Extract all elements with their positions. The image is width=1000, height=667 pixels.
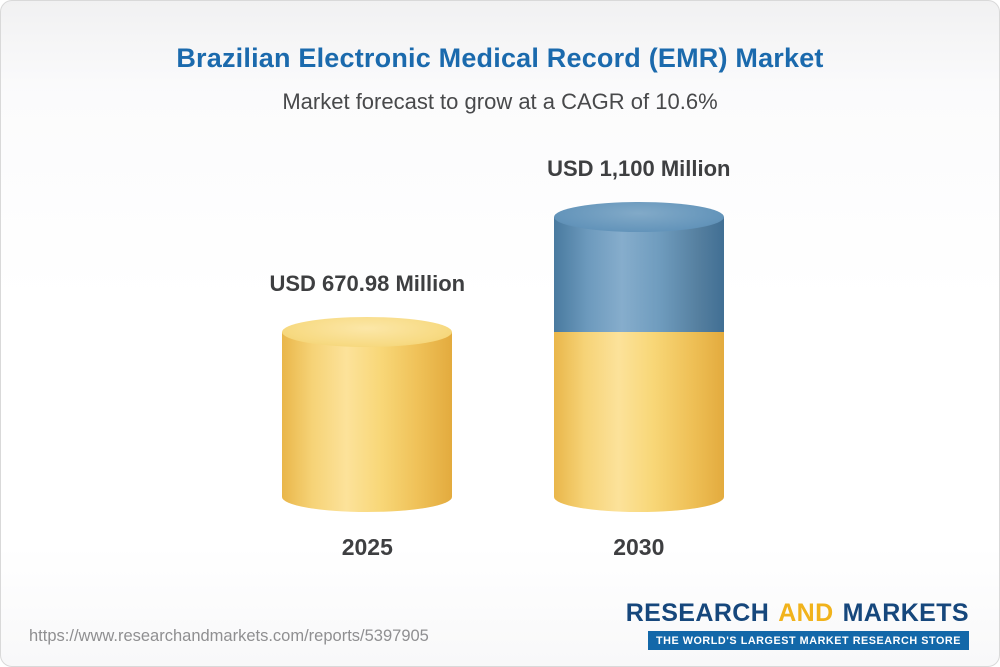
bar-group-2030: USD 1,100 Million 2030: [547, 156, 730, 561]
value-label-2025: USD 670.98 Million: [269, 271, 466, 296]
bar-2030-segment-blue: [553, 202, 724, 332]
bar-group-2025: USD 670.98 Million 2025: [269, 271, 465, 561]
cylinder-body: [553, 217, 724, 332]
category-label-2025: 2025: [341, 534, 393, 560]
cylinder-2030: [553, 202, 724, 512]
page-subtitle: Market forecast to grow at a CAGR of 10.…: [282, 89, 718, 114]
logo-word-markets: MARKETS: [842, 599, 969, 627]
cylinder-2025: [282, 317, 453, 512]
page-title: Brazilian Electronic Medical Record (EMR…: [176, 43, 824, 73]
report-url-link[interactable]: https://www.researchandmarkets.com/repor…: [29, 627, 429, 645]
category-label-2030: 2030: [613, 534, 665, 560]
chart-area: USD 670.98 Million 2025 USD 1,100 Millio…: [1, 156, 999, 561]
logo-wordmark: RESEARCH AND MARKETS: [626, 601, 969, 626]
cylinder-top-ellipse: [282, 317, 453, 347]
value-label-2030: USD 1,100 Million: [547, 156, 731, 181]
footer: https://www.researchandmarkets.com/repor…: [29, 601, 969, 650]
cylinder-top-ellipse: [553, 202, 724, 232]
logo-tagline: THE WORLD'S LARGEST MARKET RESEARCH STOR…: [647, 631, 969, 650]
logo-word-and: AND: [778, 599, 834, 627]
cylinder-body: [282, 332, 453, 512]
research-and-markets-logo: RESEARCH AND MARKETS THE WORLD'S LARGEST…: [626, 601, 969, 650]
bar-2025-segment-yellow: [282, 317, 453, 512]
cylinder-body: [553, 332, 724, 512]
logo-word-research: RESEARCH: [625, 599, 770, 627]
bar-2030-segment-yellow: [553, 332, 724, 512]
